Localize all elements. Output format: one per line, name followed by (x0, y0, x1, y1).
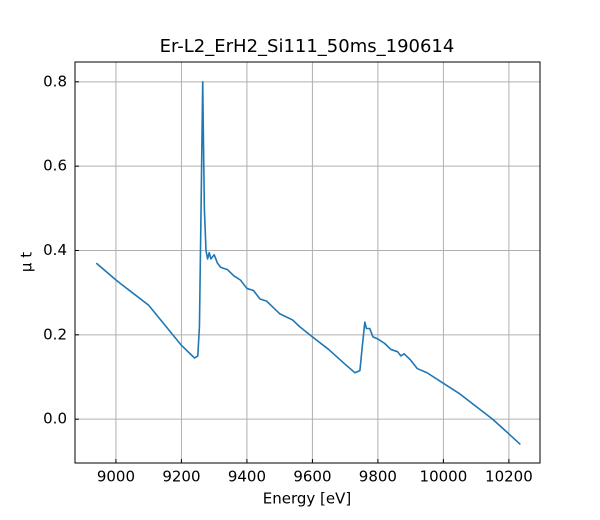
plot-frame (74, 61, 541, 464)
x-tick-label: 9000 (97, 468, 135, 486)
y-tick-label: 0.4 (43, 241, 67, 259)
x-tick-label: 9400 (228, 468, 266, 486)
x-tick-label: 9800 (359, 468, 397, 486)
x-tick-label: 10200 (485, 468, 533, 486)
y-tick-label: 0.8 (43, 72, 67, 90)
chart-title: Er-L2_ErH2_Si111_50ms_190614 (160, 36, 455, 57)
y-tick-label: 0.6 (43, 157, 67, 175)
y-tick-label: 0.0 (43, 410, 67, 428)
x-tick-label: 9200 (162, 468, 200, 486)
x-axis-label: Energy [eV] (263, 490, 351, 508)
y-axis-label: μ t (18, 252, 36, 272)
x-tick-label: 9600 (293, 468, 331, 486)
data-line (95, 81, 521, 446)
x-tick-label: 10000 (420, 468, 468, 486)
y-tick-label: 0.2 (43, 325, 67, 343)
